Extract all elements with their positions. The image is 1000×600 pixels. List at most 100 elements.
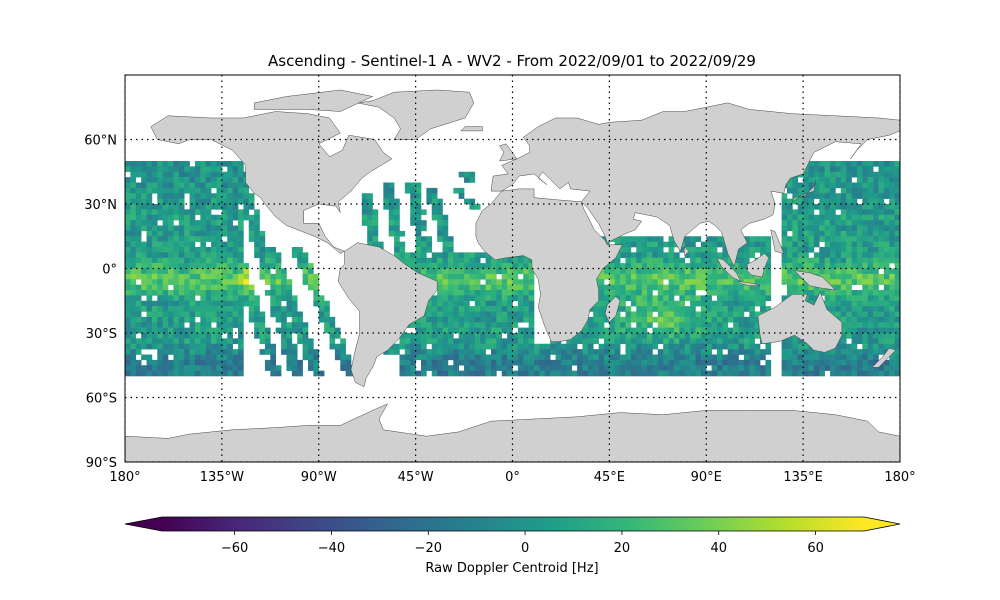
- data-cell: [679, 338, 686, 345]
- data-cell: [426, 241, 433, 248]
- data-cell: [194, 209, 201, 216]
- data-cell: [690, 354, 696, 361]
- data-cell: [609, 268, 616, 275]
- data-cell: [189, 311, 196, 318]
- data-cell: [846, 316, 852, 323]
- data-cell: [151, 236, 158, 242]
- data-cell: [135, 365, 142, 371]
- data-cell: [421, 316, 427, 323]
- data-cell: [238, 273, 244, 280]
- data-cell: [130, 230, 137, 237]
- data-cell: [286, 295, 293, 302]
- data-cell: [415, 322, 422, 328]
- data-cell: [297, 247, 303, 253]
- data-cell: [614, 290, 621, 296]
- data-cell: [727, 279, 734, 285]
- data-cell: [184, 257, 190, 264]
- data-cell: [146, 171, 153, 178]
- data-cell: [840, 187, 847, 194]
- data-cell: [582, 354, 589, 361]
- data-cell: [232, 214, 239, 221]
- data-cell: [501, 279, 508, 285]
- data-cell: [894, 247, 900, 253]
- data-cell: [883, 333, 890, 339]
- data-cell: [173, 187, 180, 194]
- data-cell: [232, 316, 239, 323]
- data-cell: [878, 343, 885, 350]
- data-cell: [512, 257, 519, 264]
- data-cell: [135, 257, 142, 264]
- data-cell: [528, 354, 535, 361]
- data-cell: [404, 349, 411, 355]
- data-cell: [135, 214, 142, 221]
- map-area: [125, 75, 900, 462]
- data-cell: [496, 284, 503, 291]
- data-cell: [211, 338, 217, 345]
- data-cell: [146, 198, 153, 205]
- data-cell: [157, 279, 163, 285]
- data-cell: [663, 263, 669, 269]
- data-cell: [792, 359, 799, 366]
- data-cell: [587, 333, 594, 339]
- data-cell: [620, 252, 626, 259]
- data-cell: [663, 252, 669, 259]
- data-cell: [184, 359, 190, 366]
- data-cell: [178, 338, 185, 345]
- data-cell: [733, 284, 739, 291]
- data-cell: [151, 365, 158, 371]
- data-cell: [178, 333, 185, 339]
- data-cell: [813, 166, 820, 173]
- data-cell: [168, 161, 174, 167]
- data-cell: [490, 327, 497, 334]
- data-cell: [862, 161, 869, 167]
- data-cell: [733, 263, 739, 269]
- data-cell: [733, 354, 739, 361]
- data-cell: [221, 209, 228, 216]
- data-cell: [679, 354, 686, 361]
- data-cell: [496, 338, 503, 345]
- data-cell: [307, 273, 314, 280]
- data-cell: [227, 209, 233, 216]
- data-cell: [544, 370, 551, 377]
- data-cell: [394, 230, 400, 237]
- data-cell: [824, 241, 831, 248]
- data-cell: [603, 343, 610, 350]
- data-cell: [205, 273, 212, 280]
- data-cell: [259, 257, 266, 264]
- data-cell: [808, 198, 815, 205]
- data-cell: [496, 343, 503, 350]
- data-cell: [453, 306, 459, 312]
- data-cell: [168, 241, 174, 248]
- data-cell: [878, 193, 885, 199]
- data-cell: [410, 220, 416, 226]
- data-cell: [421, 365, 427, 371]
- data-cell: [173, 214, 180, 221]
- data-cell: [141, 193, 147, 199]
- data-cell: [647, 354, 653, 361]
- data-cell: [851, 365, 858, 371]
- data-cell: [840, 198, 847, 205]
- data-cell: [851, 220, 858, 226]
- data-cell: [813, 161, 820, 167]
- data-cell: [447, 316, 454, 323]
- y-tick-label: 90°S: [86, 456, 117, 471]
- data-cell: [238, 198, 244, 205]
- data-cell: [157, 322, 163, 328]
- data-cell: [803, 359, 809, 366]
- data-cell: [679, 327, 686, 334]
- data-cell: [894, 225, 900, 232]
- data-cell: [846, 279, 852, 285]
- data-cell: [603, 300, 610, 307]
- data-cell: [587, 343, 594, 350]
- data-cell: [157, 268, 163, 275]
- data-cell: [819, 220, 825, 226]
- data-cell: [367, 214, 373, 221]
- data-cell: [205, 252, 212, 259]
- data-cell: [706, 322, 712, 328]
- data-cell: [830, 236, 836, 242]
- data-cell: [765, 257, 772, 264]
- data-cell: [205, 193, 212, 199]
- data-cell: [151, 338, 158, 345]
- data-cell: [819, 166, 825, 173]
- data-cell: [894, 161, 900, 167]
